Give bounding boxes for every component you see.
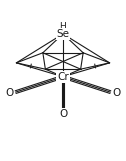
Text: O: O [5,88,14,98]
Text: O: O [59,109,67,119]
Text: O: O [112,88,121,98]
Text: Se: Se [56,29,70,39]
Text: H: H [60,22,66,31]
Text: Cr: Cr [57,72,69,82]
